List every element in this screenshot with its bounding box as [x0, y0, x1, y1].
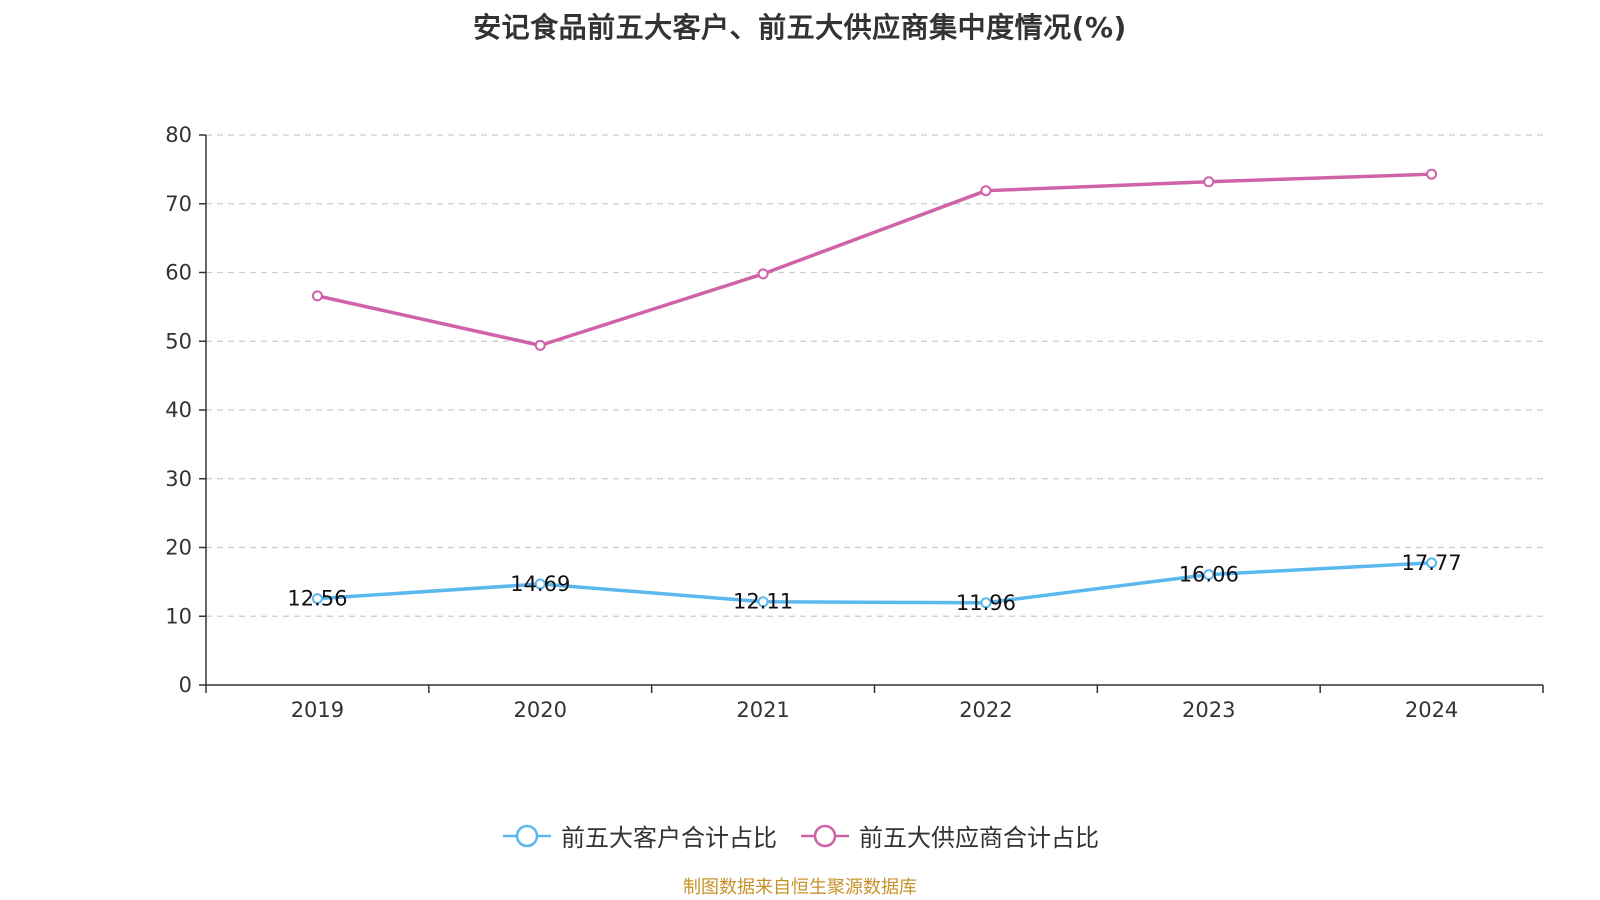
- x-tick-label-2019: 2019: [291, 698, 344, 722]
- data-labels: 12.56 14.69 12.11 11.96 16.06 17.77: [287, 551, 1461, 615]
- series-1-point-2023[interactable]: [1203, 176, 1215, 188]
- legend-item-suppliers[interactable]: 前五大供应商合计占比: [799, 818, 1099, 853]
- series-1-point-2022[interactable]: [980, 185, 992, 197]
- series-0-point-2022[interactable]: [980, 597, 992, 609]
- axes: 0 10 20 30 40 50 60 70 80 2019 2020 2021 2022 2023 202…: [165, 123, 1544, 722]
- series-1-point-2020[interactable]: [534, 339, 546, 351]
- series-1-point-2019[interactable]: [311, 290, 323, 302]
- series-0-point-2019[interactable]: [311, 593, 323, 605]
- series-line-0: [315, 561, 1434, 605]
- series-0-label-2023: 16.06: [1179, 563, 1239, 587]
- series-0-label-2019: 12.56: [287, 587, 347, 611]
- series-line-1: [315, 172, 1434, 348]
- series-0-point-2020[interactable]: [534, 578, 546, 590]
- legend-item-customers[interactable]: 前五大客户合计占比: [501, 818, 777, 853]
- series-0-point-2024[interactable]: [1426, 557, 1438, 569]
- y-tick-label: 50: [165, 329, 192, 353]
- series-1-point-2024[interactable]: [1426, 168, 1438, 180]
- y-tick-label: 20: [165, 536, 192, 560]
- series-0-label-2021: 12.11: [733, 590, 793, 614]
- y-tick-label: 0: [179, 673, 192, 697]
- x-tick-label-2023: 2023: [1182, 698, 1235, 722]
- y-tick-label: 80: [165, 123, 192, 147]
- legend-label-suppliers: 前五大供应商合计占比: [859, 824, 1099, 852]
- series-0-point-2023[interactable]: [1203, 569, 1215, 581]
- series-0-point-2021[interactable]: [757, 596, 769, 608]
- x-tick-label-2021: 2021: [736, 698, 789, 722]
- y-tick-label: 10: [165, 604, 192, 628]
- y-tick-label: 70: [165, 192, 192, 216]
- line-chart: 0 10 20 30 40 50 60 70 80 2019 2020 2021 2022 2023 202…: [165, 123, 1544, 722]
- series-0-label-2022: 11.96: [956, 591, 1016, 615]
- series-1-point-2021[interactable]: [757, 268, 769, 280]
- legend-marker-customers-icon: [503, 824, 551, 847]
- series-0-label-2020: 14.69: [510, 572, 570, 596]
- source-note: 制图数据来自恒生聚源数据库: [683, 877, 917, 898]
- y-tick-label: 30: [165, 467, 192, 491]
- chart-title: 安记食品前五大客户、前五大供应商集中度情况(%): [473, 11, 1127, 44]
- legend: 前五大客户合计占比 前五大供应商合计占比: [0, 818, 1600, 853]
- series-lines: [311, 168, 1438, 609]
- legend-label-customers: 前五大客户合计占比: [561, 824, 777, 852]
- legend-marker-suppliers-icon: [801, 824, 849, 847]
- y-tick-label: 60: [165, 261, 192, 285]
- grid-lines: [206, 134, 1543, 617]
- x-tick-label-2020: 2020: [514, 698, 567, 722]
- x-tick-label-2022: 2022: [959, 698, 1012, 722]
- series-0-label-2024: 17.77: [1402, 551, 1462, 575]
- x-tick-label-2024: 2024: [1405, 698, 1458, 722]
- y-tick-label: 40: [165, 398, 192, 422]
